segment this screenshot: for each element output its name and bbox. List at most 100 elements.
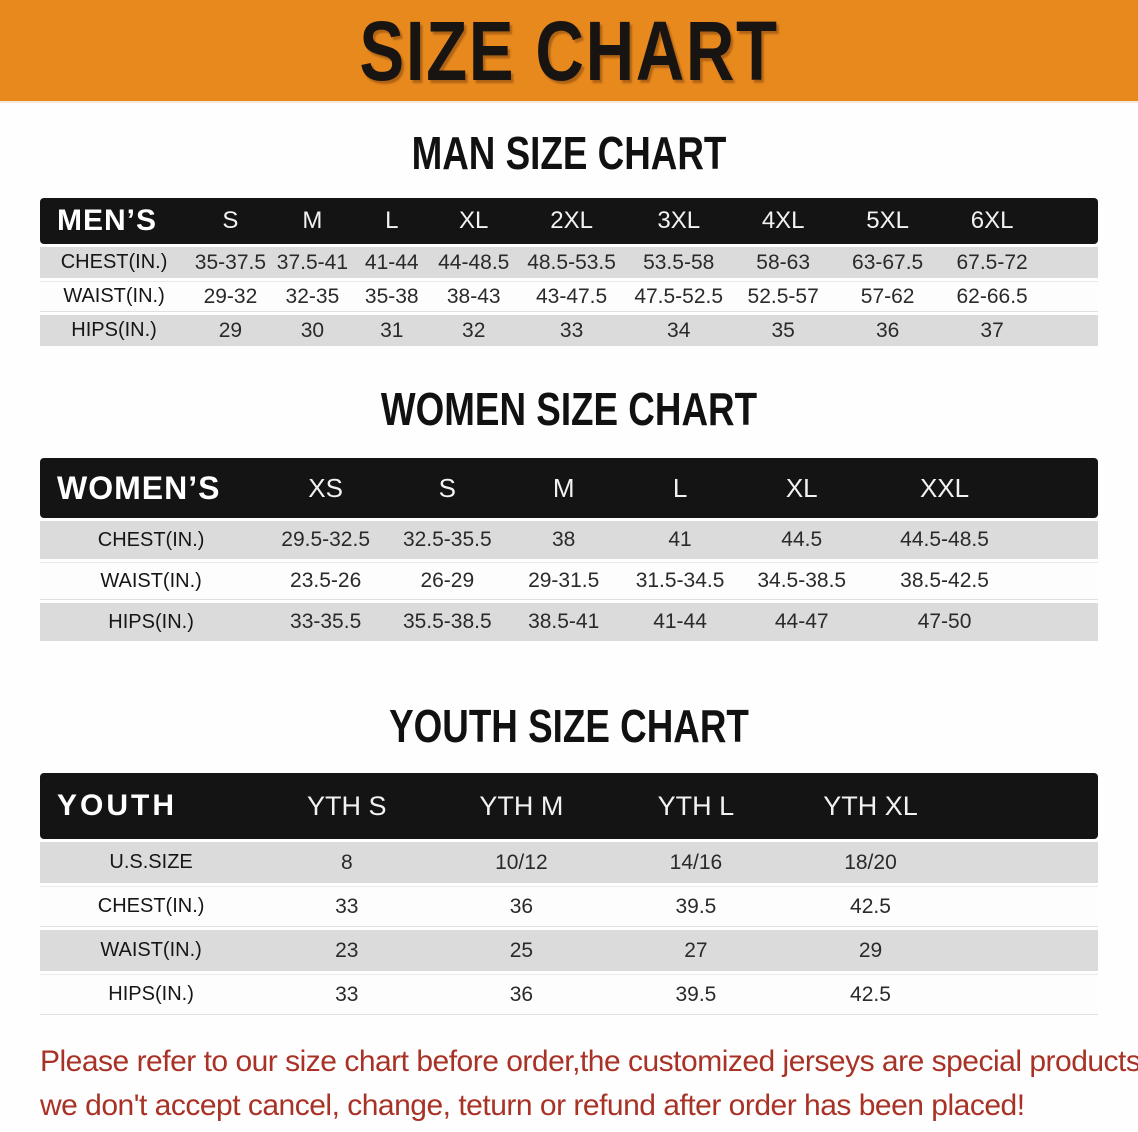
banner-title: SIZE CHART xyxy=(359,3,779,98)
cell-value: 35 xyxy=(730,315,837,346)
cell-value: 23 xyxy=(262,930,432,971)
cell-value: 52.5-57 xyxy=(730,281,837,312)
cell-value: 48.5-53.5 xyxy=(516,247,628,278)
filler-cell xyxy=(960,773,1098,839)
man-header-label: MEN’S xyxy=(40,198,189,244)
row-label: CHEST(IN.) xyxy=(40,247,189,278)
row-label: WAIST(IN.) xyxy=(40,281,189,312)
row-label: WAIST(IN.) xyxy=(40,930,263,971)
youth-size-table: YOUTH YTH S YTH M YTH L YTH XL U.S.SIZE 8 10/12… xyxy=(40,770,1098,1018)
column-header: M xyxy=(272,198,353,244)
cell-value: 44-47 xyxy=(738,603,866,641)
filler-cell xyxy=(1023,603,1098,641)
column-header: YTH S xyxy=(262,773,432,839)
cell-value: 14/16 xyxy=(611,842,781,883)
table-row: CHEST(IN.) 35-37.5 37.5-41 41-44 44-48.5 48.5… xyxy=(40,247,1098,278)
column-header: S xyxy=(389,458,506,518)
filler-cell xyxy=(960,842,1098,883)
column-header: 6XL xyxy=(939,198,1045,244)
column-header: S xyxy=(188,198,273,244)
filler-cell xyxy=(960,974,1098,1015)
cell-value: 23.5-26 xyxy=(262,562,390,600)
row-label: HIPS(IN.) xyxy=(40,315,189,346)
cell-value: 38.5-41 xyxy=(505,603,622,641)
footer-note: Please refer to our size chart before or… xyxy=(40,1040,1138,1128)
cell-value: 35-37.5 xyxy=(188,247,273,278)
table-row: HIPS(IN.) 33-35.5 35.5-38.5 38.5-41 41-44 44-… xyxy=(40,603,1098,641)
column-header: 3XL xyxy=(627,198,731,244)
cell-value: 29.5-32.5 xyxy=(262,521,390,559)
man-section-heading: MAN SIZE CHART xyxy=(411,127,727,179)
column-header: YTH L xyxy=(611,773,781,839)
youth-section-heading: YOUTH SIZE CHART xyxy=(389,700,749,752)
women-section-heading: WOMEN SIZE CHART xyxy=(380,383,758,435)
cell-value: 38-43 xyxy=(431,281,517,312)
cell-value: 41-44 xyxy=(621,603,739,641)
row-label: HIPS(IN.) xyxy=(40,974,263,1015)
cell-value: 30 xyxy=(272,315,353,346)
cell-value: 10/12 xyxy=(431,842,612,883)
filler-cell xyxy=(1045,315,1098,346)
row-label: HIPS(IN.) xyxy=(40,603,263,641)
cell-value: 33 xyxy=(262,974,432,1015)
column-header: 5XL xyxy=(836,198,940,244)
cell-value: 44.5 xyxy=(738,521,866,559)
row-label: CHEST(IN.) xyxy=(40,521,263,559)
table-row: WAIST(IN.) 23.5-26 26-29 29-31.5 31.5-34.5 34… xyxy=(40,562,1098,600)
footer-line-1: Please refer to our size chart before or… xyxy=(40,1045,1138,1078)
cell-value: 31 xyxy=(352,315,432,346)
column-header: XL xyxy=(431,198,517,244)
header-row: YOUTH YTH S YTH M YTH L YTH XL xyxy=(40,773,1098,839)
row-label: WAIST(IN.) xyxy=(40,562,263,600)
filler-cell xyxy=(1045,198,1098,244)
cell-value: 27 xyxy=(611,930,781,971)
cell-value: 26-29 xyxy=(389,562,506,600)
column-header: XS xyxy=(262,458,390,518)
cell-value: 63-67.5 xyxy=(836,247,940,278)
cell-value: 36 xyxy=(836,315,940,346)
cell-value: 33-35.5 xyxy=(262,603,390,641)
cell-value: 29 xyxy=(780,930,961,971)
cell-value: 41 xyxy=(621,521,739,559)
banner: SIZE CHART xyxy=(0,0,1138,103)
column-header: 2XL xyxy=(516,198,628,244)
cell-value: 39.5 xyxy=(611,974,781,1015)
column-header: XL xyxy=(738,458,866,518)
table-row: HIPS(IN.) 33 36 39.5 42.5 xyxy=(40,974,1098,1015)
women-header-label: WOMEN’S xyxy=(40,458,263,518)
filler-cell xyxy=(1023,521,1098,559)
women-size-table: WOMEN’S XS S M L XL XXL CHEST(IN.) 29.5-32.5 32.5… xyxy=(40,455,1098,644)
table-row: HIPS(IN.) 29 30 31 32 33 34 35 36 37 xyxy=(40,315,1098,346)
filler-cell xyxy=(960,930,1098,971)
column-header: L xyxy=(352,198,432,244)
footer-line-2: we don't accept cancel, change, teturn o… xyxy=(40,1089,1025,1122)
filler-cell xyxy=(1045,281,1098,312)
cell-value: 47-50 xyxy=(865,603,1024,641)
cell-value: 25 xyxy=(431,930,612,971)
cell-value: 38 xyxy=(505,521,622,559)
youth-header-label: YOUTH xyxy=(40,773,263,839)
filler-cell xyxy=(1023,458,1098,518)
row-label: CHEST(IN.) xyxy=(40,886,263,927)
cell-value: 32-35 xyxy=(272,281,353,312)
column-header: 4XL xyxy=(730,198,837,244)
cell-value: 62-66.5 xyxy=(939,281,1045,312)
cell-value: 29-32 xyxy=(188,281,273,312)
cell-value: 33 xyxy=(262,886,432,927)
column-header: XXL xyxy=(865,458,1024,518)
cell-value: 41-44 xyxy=(352,247,432,278)
cell-value: 34 xyxy=(627,315,731,346)
table-row: CHEST(IN.) 29.5-32.5 32.5-35.5 38 41 44.5 44.5… xyxy=(40,521,1098,559)
table-row: WAIST(IN.) 23 25 27 29 xyxy=(40,930,1098,971)
header-row: MEN’S S M L XL 2XL 3XL 4XL 5XL 6XL xyxy=(40,198,1098,244)
cell-value: 34.5-38.5 xyxy=(738,562,866,600)
row-label: U.S.SIZE xyxy=(40,842,263,883)
table-row: CHEST(IN.) 33 36 39.5 42.5 xyxy=(40,886,1098,927)
cell-value: 18/20 xyxy=(780,842,961,883)
cell-value: 35-38 xyxy=(352,281,432,312)
cell-value: 32 xyxy=(431,315,517,346)
cell-value: 42.5 xyxy=(780,886,961,927)
cell-value: 39.5 xyxy=(611,886,781,927)
cell-value: 29-31.5 xyxy=(505,562,622,600)
